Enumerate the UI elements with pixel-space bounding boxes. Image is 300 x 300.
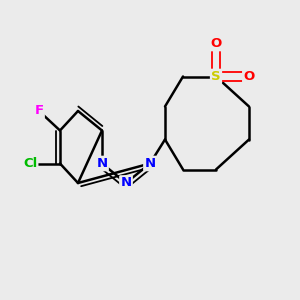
Text: N: N [144, 157, 156, 170]
Text: F: F [34, 104, 43, 118]
Text: O: O [243, 70, 255, 83]
Text: N: N [120, 176, 132, 190]
Text: O: O [210, 37, 222, 50]
Text: S: S [211, 70, 221, 83]
Text: Cl: Cl [23, 157, 37, 170]
Text: N: N [96, 157, 108, 170]
